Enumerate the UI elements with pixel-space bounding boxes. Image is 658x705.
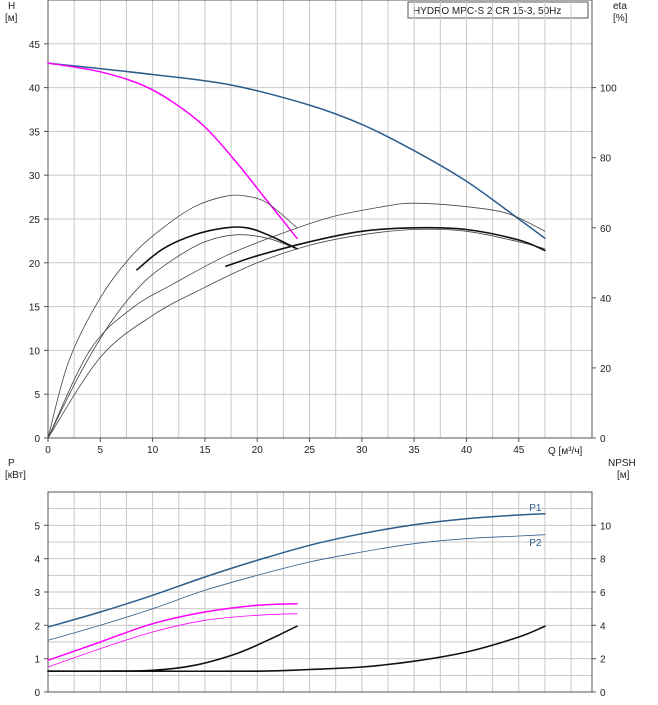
bottom-right-tick-label: 10 (600, 521, 612, 532)
bottom-right-tick-label: 2 (600, 655, 606, 666)
x-axis-label: Q [м³/ч] (548, 446, 583, 457)
bottom-left-tick-label: 3 (34, 588, 40, 599)
bottom-series-line-1 (47, 534, 546, 641)
bottom-series-line-2 (47, 602, 298, 662)
top-left-tick-label: 40 (29, 84, 41, 95)
bottom-right-axis-unit: [м] (617, 470, 630, 481)
bottom-left-tick-label: 2 (34, 621, 40, 632)
top-left-tick-label: 10 (29, 346, 41, 357)
top-left-tick-label: 35 (29, 127, 41, 138)
top-left-tick-label: 20 (29, 259, 41, 270)
top-series-line-1 (47, 62, 298, 240)
top-left-axis-title: H (8, 1, 15, 12)
top-right-axis-unit: [%] (613, 13, 628, 24)
top-right-tick-label: 0 (600, 434, 606, 445)
bottom-right-tick-label: 8 (600, 555, 606, 566)
bottom-left-axis-title: P (8, 458, 15, 469)
bottom-right-axis-title: NPSH (608, 458, 636, 469)
x-tick-label: 45 (513, 445, 525, 456)
top-right-tick-label: 20 (600, 364, 612, 375)
bottom-right-tick-label: 0 (600, 688, 606, 699)
bottom-left-tick-label: 5 (34, 521, 40, 532)
top-left-tick-label: 5 (34, 390, 40, 401)
x-tick-label: 35 (409, 445, 421, 456)
x-tick-label: 15 (199, 445, 211, 456)
x-tick-label: 30 (356, 445, 368, 456)
bottom-series-line-0 (47, 512, 546, 628)
series-label-p1: P1 (529, 503, 542, 514)
top-series-line-6 (136, 226, 298, 271)
bottom-series-line-4 (47, 625, 298, 673)
x-tick-label: 5 (98, 445, 104, 456)
chart-title-box (407, 1, 589, 19)
bottom-left-tick-label: 4 (34, 555, 40, 566)
top-left-tick-label: 25 (29, 215, 41, 226)
x-tick-label: 0 (45, 445, 51, 456)
bottom-left-tick-label: 0 (34, 688, 40, 699)
top-right-tick-label: 100 (600, 84, 617, 95)
top-left-tick-label: 0 (34, 434, 40, 445)
top-series-line-7 (225, 226, 546, 268)
x-tick-label: 25 (304, 445, 316, 456)
top-right-tick-label: 80 (600, 154, 612, 165)
bottom-series-line-3 (47, 613, 298, 668)
bottom-right-tick-label: 6 (600, 588, 606, 599)
series-label-p2: P2 (529, 538, 542, 549)
top-series-line-3 (47, 202, 546, 439)
bottom-right-tick-label: 4 (600, 621, 606, 632)
top-series-line-0 (47, 62, 546, 240)
x-tick-label: 40 (461, 445, 473, 456)
bottom-left-axis-unit: [кВт] (5, 470, 26, 481)
top-series-line-5 (47, 228, 546, 439)
bottom-series-line-5 (47, 625, 546, 673)
x-tick-label: 20 (252, 445, 264, 456)
bottom-left-tick-label: 1 (34, 655, 40, 666)
top-left-tick-label: 30 (29, 171, 41, 182)
top-right-tick-label: 60 (600, 224, 612, 235)
top-series-line-4 (47, 234, 298, 439)
top-series-line-2 (47, 194, 298, 439)
top-left-tick-label: 15 (29, 303, 41, 314)
chart-title: HYDRO MPC-S 2 CR 15-3, 50Hz (413, 6, 561, 17)
top-left-tick-label: 45 (29, 40, 41, 51)
top-left-axis-unit: [м] (5, 13, 18, 24)
top-right-axis-title: eta (613, 1, 627, 12)
top-right-tick-label: 40 (600, 294, 612, 305)
x-tick-label: 10 (147, 445, 159, 456)
